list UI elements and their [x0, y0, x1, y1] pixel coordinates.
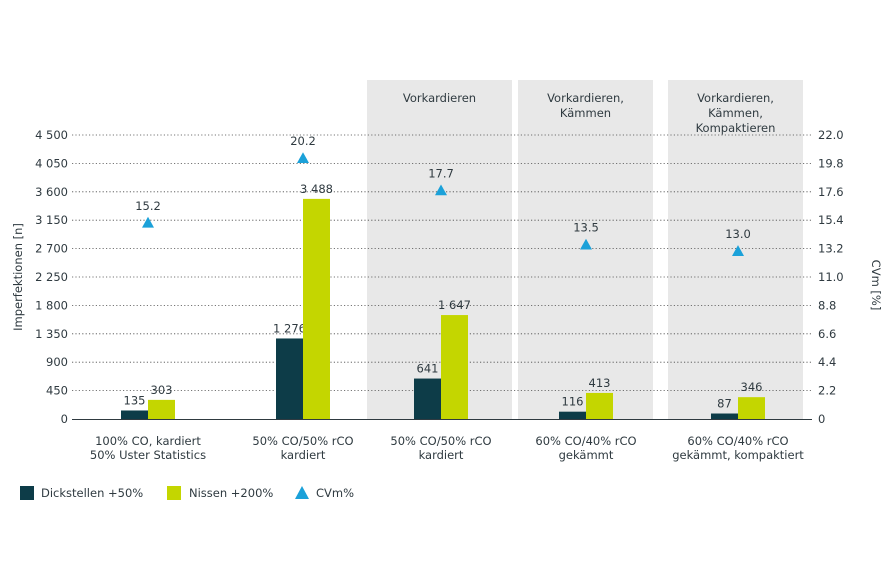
legend-swatch-dickstellen	[20, 486, 34, 500]
y-tick-right: 8.8	[818, 298, 836, 312]
x-tick-label: kardiert	[281, 448, 326, 462]
bar-nissen	[586, 392, 613, 419]
y-axis-label-right: CVm [%]	[869, 260, 883, 311]
bar-dickstellen	[559, 411, 586, 419]
process-header-label: Kompaktieren	[696, 121, 776, 135]
y-tick-right: 4.4	[818, 355, 836, 369]
y-tick-left: 2 700	[35, 242, 68, 256]
bar-nissen	[303, 198, 330, 419]
bar-dickstellen	[414, 378, 441, 419]
legend-label-dickstellen: Dickstellen +50%	[41, 486, 143, 500]
y-axis-label-left: Imperfektionen [n]	[11, 223, 25, 331]
data-label-nissen: 1 647	[438, 298, 471, 312]
y-tick-right: 22.0	[818, 128, 844, 142]
x-tick-label: 60% CO/40% rCO	[535, 434, 636, 448]
process-panel	[367, 80, 512, 420]
y-tick-left: 2 250	[35, 270, 68, 284]
data-label-cvm: 20.2	[290, 134, 316, 148]
y-tick-right: 13.2	[818, 242, 844, 256]
data-label-cvm: 17.7	[428, 167, 454, 181]
y-tick-left: 3 150	[35, 213, 68, 227]
data-label-nissen: 3 488	[300, 182, 333, 196]
process-header-label: Kämmen	[560, 106, 611, 120]
marker-cvm	[297, 152, 309, 164]
y-tick-left: 4 050	[35, 156, 68, 170]
legend-label-cvm: CVm%	[316, 486, 354, 500]
y-tick-right: 15.4	[818, 213, 844, 227]
process-header-label: Vorkardieren	[403, 91, 476, 105]
data-label-cvm: 15.2	[135, 199, 161, 213]
y-tick-left: 4 500	[35, 128, 68, 142]
marker-cvm	[580, 238, 592, 250]
data-label-dickstellen: 135	[124, 393, 146, 407]
y-tick-right: 0	[818, 412, 825, 426]
data-label-nissen: 413	[589, 376, 611, 390]
data-label-dickstellen: 116	[562, 395, 584, 409]
y-tick-left: 900	[46, 355, 68, 369]
bar-dickstellen	[121, 410, 148, 419]
x-tick-label: gekämmt	[559, 448, 614, 462]
y-tick-left: 450	[46, 384, 68, 398]
y-tick-right: 11.0	[818, 270, 844, 284]
process-panel	[518, 80, 653, 420]
legend-swatch-nissen	[167, 486, 181, 500]
y-tick-right: 19.8	[818, 156, 844, 170]
legend-label-nissen: Nissen +200%	[189, 486, 273, 500]
x-tick-label: 50% Uster Statistics	[90, 448, 206, 462]
y-tick-right: 17.6	[818, 185, 844, 199]
bar-nissen	[148, 399, 175, 419]
data-label-nissen: 303	[151, 383, 173, 397]
process-header-label: Vorkardieren,	[547, 91, 624, 105]
x-tick-label: gekämmt, kompaktiert	[672, 448, 804, 462]
y-tick-left: 0	[61, 412, 68, 426]
y-tick-right: 6.6	[818, 327, 836, 341]
data-label-dickstellen: 87	[717, 397, 732, 411]
y-tick-left: 1 350	[35, 327, 68, 341]
marker-cvm	[142, 216, 154, 228]
data-label-cvm: 13.0	[725, 227, 751, 241]
marker-cvm	[435, 184, 447, 196]
bar-dickstellen	[711, 413, 738, 419]
y-tick-right: 2.2	[818, 384, 836, 398]
data-label-nissen: 346	[741, 380, 763, 394]
bar-nissen	[441, 315, 468, 419]
x-tick-label: 60% CO/40% rCO	[687, 434, 788, 448]
data-label-cvm: 13.5	[573, 221, 599, 235]
x-tick-label: 50% CO/50% rCO	[252, 434, 353, 448]
x-tick-label: kardiert	[419, 448, 464, 462]
data-label-dickstellen: 1 276	[273, 321, 306, 335]
x-tick-label: 50% CO/50% rCO	[390, 434, 491, 448]
y-tick-left: 3 600	[35, 185, 68, 199]
marker-cvm	[732, 245, 744, 256]
y-tick-left: 1 800	[35, 298, 68, 312]
bar-dickstellen	[276, 338, 303, 419]
process-header-label: Kämmen,	[708, 106, 763, 120]
x-tick-label: 100% CO, kardiert	[95, 434, 201, 448]
bar-nissen	[738, 397, 765, 419]
process-header-label: Vorkardieren,	[697, 91, 774, 105]
legend-swatch-cvm	[295, 486, 309, 499]
data-label-dickstellen: 641	[417, 362, 439, 376]
